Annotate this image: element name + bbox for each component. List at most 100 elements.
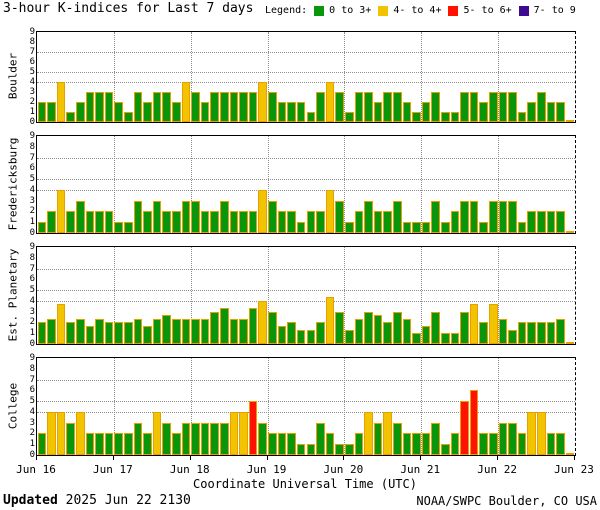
x-tick-label: Jun 16 (16, 463, 56, 476)
k-bar (66, 322, 75, 344)
k-bar (383, 322, 392, 344)
day-gridline (421, 358, 423, 455)
k-bar (123, 112, 133, 122)
day-gridline (421, 32, 423, 122)
k-bar (335, 200, 344, 233)
x-tick-mark (420, 456, 422, 460)
k-bar (56, 82, 66, 122)
y-tick-label: 1 (29, 217, 35, 228)
x-tick-mark (574, 456, 575, 460)
y-tick-label: 3 (29, 417, 35, 428)
k-bar (469, 390, 479, 455)
k-bar (441, 444, 450, 455)
day-gridline (344, 358, 346, 455)
k-bar (441, 333, 450, 344)
k-bar (239, 92, 248, 122)
y-tick-label: 2 (29, 428, 35, 439)
k-bar (248, 308, 258, 344)
k-bar (258, 189, 268, 233)
k-bar (508, 422, 517, 455)
k-bar (565, 120, 575, 122)
y-tick-label: 4 (29, 77, 35, 87)
k-bar (95, 211, 104, 233)
k-bar (412, 112, 421, 122)
k-bar (133, 318, 143, 344)
k-bar (489, 304, 498, 344)
k-bar (268, 311, 277, 344)
k-bar (75, 318, 85, 344)
k-bar (469, 92, 479, 122)
k-bar (258, 82, 268, 122)
y-tick-label: 9 (29, 27, 35, 37)
k-bar (277, 326, 287, 344)
k-bar (210, 211, 220, 233)
k-bar (364, 92, 373, 122)
k-bar (37, 322, 47, 344)
day-gridline (113, 136, 115, 233)
x-tick-mark (36, 456, 37, 460)
y-tick-label: 8 (29, 37, 35, 47)
k-bar (431, 422, 440, 455)
k-bar (287, 433, 296, 455)
x-tick-mark (266, 456, 268, 460)
k-bar (325, 189, 335, 233)
day-gridline (190, 32, 192, 122)
day-gridline (498, 32, 500, 122)
k-bar (479, 322, 489, 344)
k-bar (143, 211, 152, 233)
h-gridline-k7 (37, 268, 575, 270)
day-gridline (113, 247, 115, 344)
day-gridline (267, 136, 269, 233)
day-gridline (421, 247, 423, 344)
k-bar (450, 112, 460, 122)
k-bar (296, 444, 306, 455)
k-bar (412, 333, 421, 344)
k-bar (546, 322, 556, 344)
k-bar (527, 411, 537, 455)
k-bar (441, 112, 450, 122)
legend-label: Legend: (265, 5, 308, 16)
day-gridline (498, 247, 500, 344)
k-bar (114, 433, 123, 455)
day-gridline (190, 136, 192, 233)
k-bar (47, 318, 56, 344)
k-bar (508, 329, 517, 344)
k-bar (85, 92, 95, 122)
k-bar (95, 92, 104, 122)
k-bar (162, 422, 171, 455)
k-bar (316, 422, 325, 455)
k-bar (498, 92, 508, 122)
y-tick-label: 7 (29, 47, 35, 57)
k-bar (56, 304, 66, 344)
k-bar (287, 102, 296, 122)
y-tick-label: 4 (29, 406, 35, 417)
k-bar (104, 433, 114, 455)
y-tick-label: 2 (29, 317, 35, 328)
k-bar (335, 92, 344, 122)
k-bar (344, 329, 354, 344)
k-bar (172, 211, 181, 233)
k-bar (537, 411, 546, 455)
k-bar (239, 211, 248, 233)
k-bar (133, 92, 143, 122)
k-bar (210, 92, 220, 122)
k-bar (450, 211, 460, 233)
k-bar (287, 322, 296, 344)
station-label: Fredericksburg (6, 137, 20, 230)
y-tick-label: 6 (29, 163, 35, 174)
day-gridline (190, 358, 192, 455)
k-bar (152, 411, 162, 455)
k-bar (220, 422, 229, 455)
k-bar (114, 102, 123, 122)
k-bar (95, 433, 104, 455)
k-bar (229, 411, 239, 455)
k-bar (258, 422, 268, 455)
k-bar (565, 452, 575, 455)
legend-item-label: 5- to 6+ (463, 5, 512, 16)
k-bar (200, 318, 210, 344)
y-tick-label: 3 (29, 195, 35, 206)
k-bar (546, 211, 556, 233)
k-bar (181, 318, 191, 344)
k-bar (556, 102, 565, 122)
